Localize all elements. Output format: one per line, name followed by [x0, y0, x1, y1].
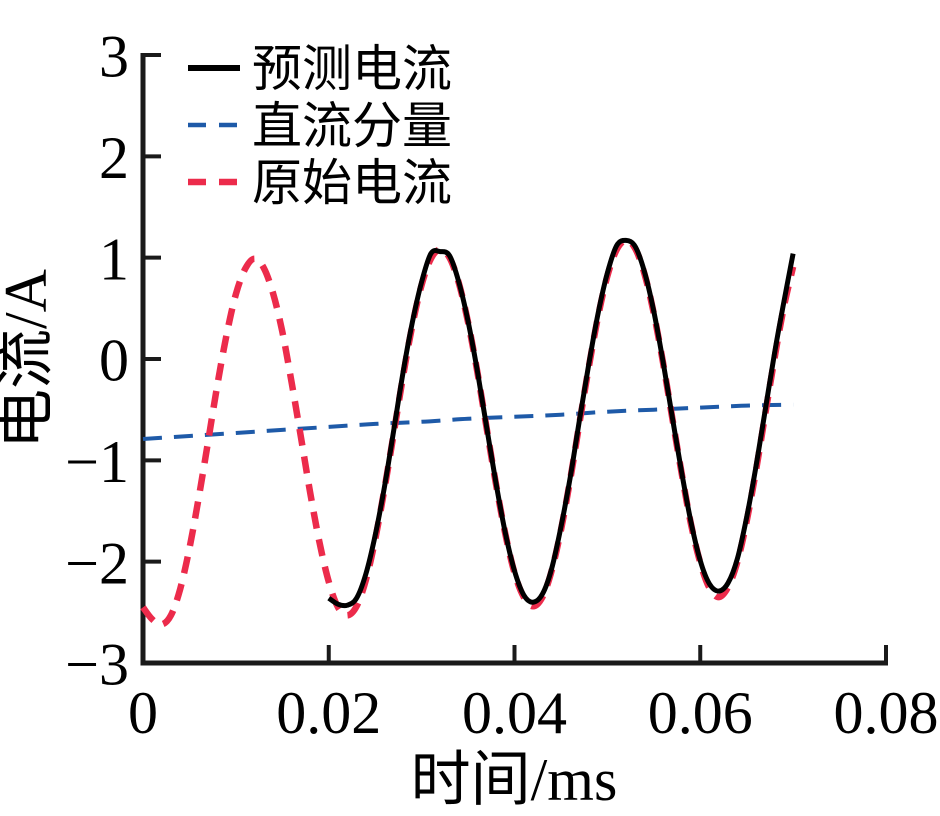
x-tick-label: 0.08 [834, 680, 939, 746]
x-tick-label: 0.04 [462, 680, 567, 746]
legend-label-original-current: 原始电流 [252, 155, 452, 211]
x-tick-label: 0.06 [648, 680, 753, 746]
y-tick-label: 3 [99, 24, 129, 90]
y-tick-label: −1 [65, 429, 129, 495]
y-tick-label: 0 [99, 328, 129, 394]
series-lines [140, 237, 797, 628]
x-axis-title: 时间/ms [411, 747, 618, 813]
x-tick-label: 0.02 [276, 680, 381, 746]
dc-component-line [142, 402, 794, 442]
x-tick-label: 0 [128, 680, 158, 746]
y-tick-label: −2 [65, 530, 129, 596]
legend-label-dc-component: 直流分量 [252, 98, 452, 154]
legend-label-predicted-current: 预测电流 [252, 41, 452, 97]
predicted-current-line [327, 237, 796, 609]
y-tick-label: −3 [65, 632, 129, 698]
y-axis-title: 电流/A [0, 269, 59, 449]
y-tick-label: 1 [99, 226, 129, 292]
y-tick-label: 2 [99, 125, 129, 191]
